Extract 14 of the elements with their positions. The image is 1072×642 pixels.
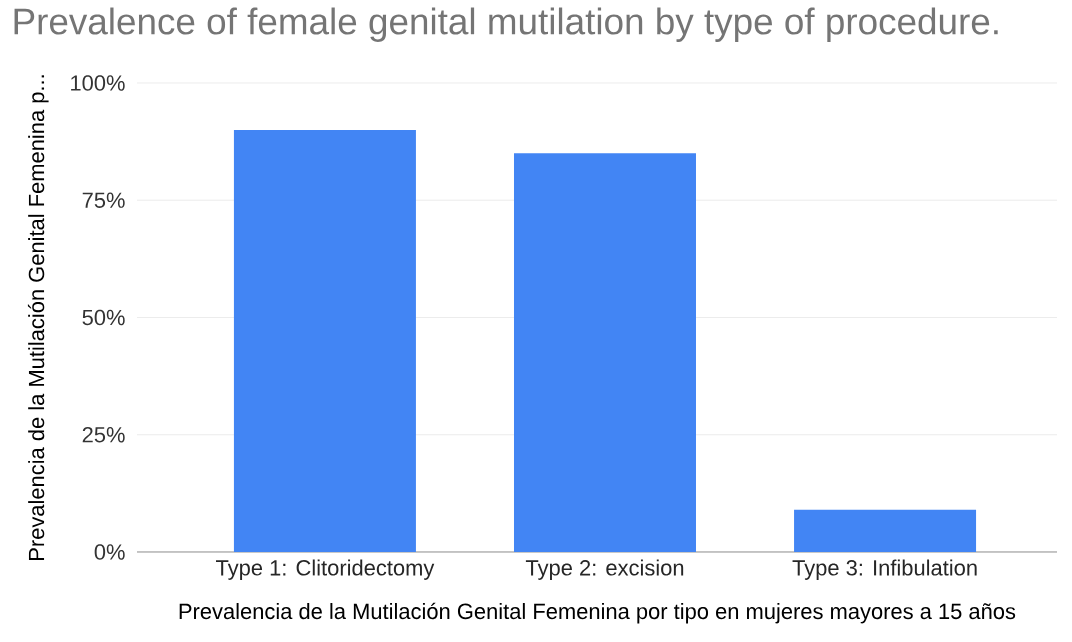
bar	[513, 153, 696, 552]
y-tick-label: 75%	[82, 192, 125, 208]
x-tick-label: Type 2: excision	[525, 559, 684, 580]
y-tick-label: 0%	[94, 544, 125, 560]
bar	[233, 129, 416, 552]
bar	[794, 509, 977, 552]
x-tick-label: Type 1: Clitoridectomy	[216, 559, 435, 580]
x-tick-label: Type 3: Infibulation	[792, 559, 977, 580]
x-axis-title: Prevalencia de la Mutilación Genital Femenina por tipo en mujeres mayores a 15 años	[179, 602, 1016, 624]
y-tick-label: 25%	[82, 426, 125, 443]
y-tick-label: 50%	[82, 309, 125, 326]
y-axis-title: Prevalencia de la Mutilación Genital Femenina p...	[27, 75, 49, 560]
y-tick-label: 100%	[71, 75, 125, 91]
chart-title: Prevalence of female genital mutilation by type of procedure.	[14, 7, 998, 42]
